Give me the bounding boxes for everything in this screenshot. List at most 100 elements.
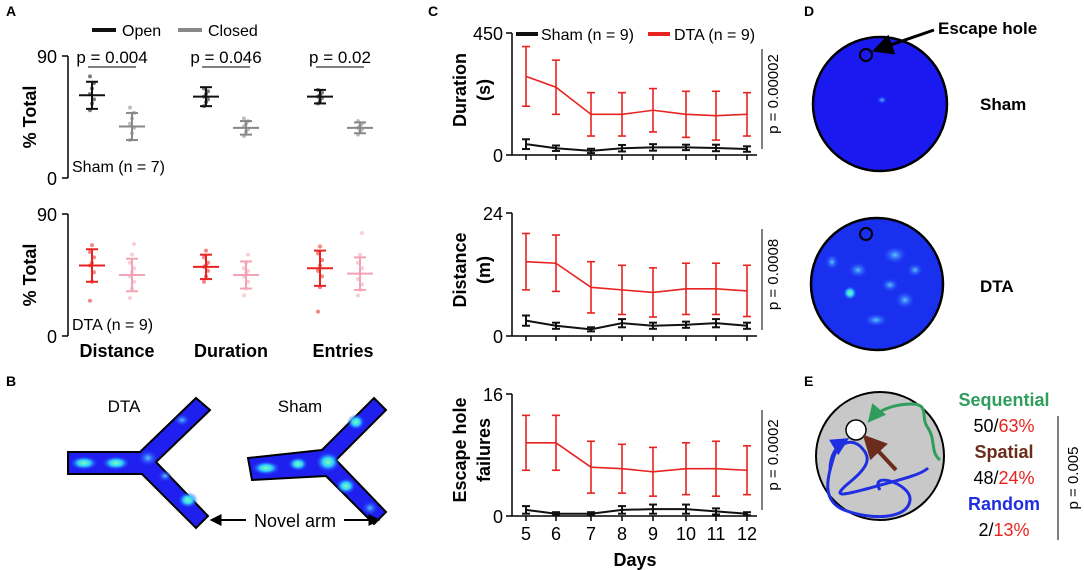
panel-b: DTA Sham Novel arm <box>67 396 388 531</box>
e-sequential-sham: 50 <box>973 416 993 436</box>
c-ytick-label: 16 <box>483 385 503 405</box>
e-spatial-sham: 48 <box>973 468 993 488</box>
a-pvalue: p = 0.004 <box>76 48 147 67</box>
a-point <box>128 296 132 301</box>
e-random-sep: / <box>988 520 993 540</box>
a-pvalue: p = 0.02 <box>309 48 371 67</box>
d-escape-arrow <box>872 28 935 55</box>
panel-label-a: A <box>6 3 16 19</box>
c-p-value: p = 0.0002 <box>765 419 782 490</box>
e-sequential-sep: / <box>993 416 998 436</box>
e-random-dta: 13% <box>994 520 1030 540</box>
a-point <box>202 279 206 284</box>
c-series-sham <box>525 143 748 152</box>
c-xtick-label: 10 <box>676 524 696 544</box>
a-category-duration: Duration <box>194 341 268 361</box>
c-series-dta <box>525 75 748 117</box>
c-series-dta <box>526 441 748 473</box>
d-label-dta: DTA <box>980 277 1014 296</box>
panel-label-c: C <box>428 3 438 19</box>
panel-e: Sequential 50/63% Spatial 48/24% Random … <box>815 390 1082 540</box>
b-label-sham: Sham <box>278 397 322 416</box>
a-sham-ytick-90: 90 <box>37 47 57 67</box>
c-xtick-label: 12 <box>737 524 757 544</box>
c-ytick-label: 0 <box>493 507 503 527</box>
a-point <box>128 105 132 110</box>
c-xtick-label: 8 <box>617 524 627 544</box>
a-category-distance: Distance <box>79 341 154 361</box>
b-label-dta: DTA <box>108 397 141 416</box>
c-xlabel: Days <box>613 550 656 570</box>
a-sham-ytick-0: 0 <box>47 169 57 189</box>
a-point <box>316 309 320 314</box>
d-label-sham: Sham <box>980 95 1026 114</box>
e-spatial-sep: / <box>993 468 998 488</box>
e-random-sham: 2 <box>978 520 988 540</box>
legend-open-label: Open <box>122 23 161 40</box>
a-point <box>358 252 362 257</box>
a-dta-ylabel: % Total <box>20 244 40 307</box>
a-point <box>242 293 246 298</box>
a-point <box>204 248 208 253</box>
c-ytick-label: 0 <box>493 146 503 166</box>
legend-closed-label: Closed <box>208 23 258 40</box>
d-pool-sham <box>811 35 949 173</box>
a-sham-ylabel: % Total <box>20 86 40 149</box>
panel-d: Escape hole Sham DTA <box>809 19 1037 352</box>
c-xtick-label: 11 <box>707 524 726 544</box>
c-ytick-label: 0 <box>493 327 503 347</box>
d-pool-dta <box>809 216 945 352</box>
c-xtick-label: 7 <box>586 524 596 544</box>
a-point <box>90 243 94 248</box>
panel-label-e: E <box>804 373 813 389</box>
c-distance-ylabel-line2: (m) <box>474 256 494 284</box>
panel-label-d: D <box>804 3 814 19</box>
e-strategy-spatial: Spatial <box>974 442 1033 462</box>
c-duration-ylabel-line1: Duration <box>450 53 470 127</box>
e-spatial-dta: 24% <box>999 468 1035 488</box>
c-duration-ylabel-line2: (s) <box>474 79 494 101</box>
a-point <box>132 241 136 246</box>
e-path-spatial <box>862 434 898 472</box>
e-path-sequential <box>867 402 942 462</box>
d-sham-escape-hole <box>859 48 873 62</box>
e-strategy-random: Random <box>968 494 1040 514</box>
c-series-dta <box>525 260 748 294</box>
c-p-value: p = 0.0008 <box>765 239 782 310</box>
e-path-random-head <box>828 438 850 471</box>
a-point <box>130 252 134 257</box>
panel-label-b: B <box>6 373 16 389</box>
d-sham-hotspot <box>877 96 887 104</box>
e-strategy-sequential: Sequential <box>958 390 1049 410</box>
b-novel-arm-label: Novel arm <box>254 511 336 531</box>
a-point <box>246 252 250 257</box>
d-dta-escape-hole <box>859 227 873 241</box>
e-p-value: p = 0.005 <box>1065 447 1082 510</box>
c-failures-ylabel-line2: failures <box>474 418 494 482</box>
c-failures-ylabel-line1: Escape hole <box>450 397 470 502</box>
a-dta-group-label: DTA (n = 9) <box>72 317 153 334</box>
panel-a: Open Closed 90 0 % Total Sham (n = 7) p … <box>20 23 374 361</box>
a-point <box>242 116 246 121</box>
a-sham-group-label: Sham (n = 7) <box>72 159 165 176</box>
c-series-sham <box>525 508 748 515</box>
a-dta-ytick-0: 0 <box>47 327 57 347</box>
c-xtick-label: 6 <box>551 524 561 544</box>
legend-dta-label: DTA (n = 9) <box>674 27 755 44</box>
c-series-sham <box>525 319 748 331</box>
e-random-values: 2/13% <box>978 520 1029 540</box>
legend-sham-label: Sham (n = 9) <box>541 27 634 44</box>
d-escape-hole-label: Escape hole <box>938 19 1037 38</box>
a-point <box>318 244 322 249</box>
e-escape-hole <box>845 419 867 441</box>
a-point <box>356 293 360 298</box>
a-point <box>88 74 92 79</box>
a-pvalue: p = 0.046 <box>190 48 261 67</box>
c-xtick-label: 5 <box>521 524 531 544</box>
c-distance-ylabel-line1: Distance <box>450 232 470 307</box>
a-point <box>88 298 92 303</box>
a-dta-ytick-90: 90 <box>37 205 57 225</box>
e-spatial-values: 48/24% <box>973 468 1034 488</box>
a-point <box>360 230 364 235</box>
